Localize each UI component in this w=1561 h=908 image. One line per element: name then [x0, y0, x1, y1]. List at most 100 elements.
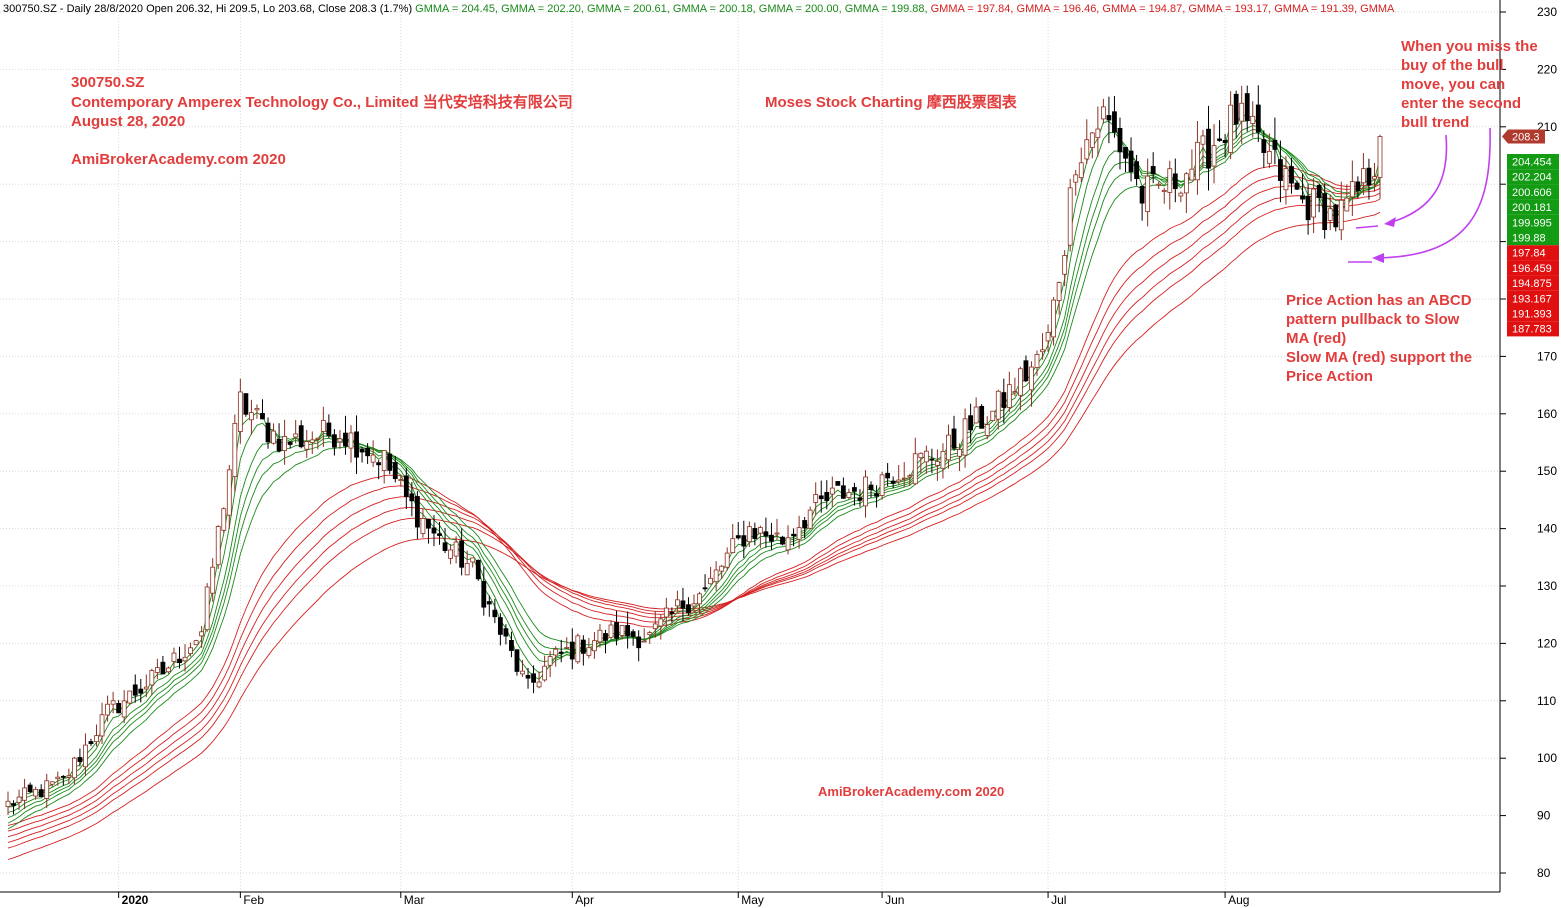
candle [442, 528, 448, 554]
note-bottom-line: Price Action has an ABCD [1286, 292, 1472, 309]
candle [121, 690, 127, 724]
candle [77, 748, 83, 767]
candle [105, 695, 110, 722]
note-bottom-line: MA (red) [1286, 330, 1346, 347]
candle [1123, 147, 1128, 173]
candle [1161, 187, 1167, 204]
candle [608, 620, 614, 639]
ma-value-label: 204.454 [1512, 157, 1552, 169]
candle [680, 587, 686, 622]
y-tick-label: 100 [1537, 751, 1557, 765]
candle [304, 430, 310, 458]
candle [1045, 324, 1051, 352]
y-tick-label: 140 [1537, 522, 1557, 536]
candle [1100, 98, 1106, 124]
candle [1134, 154, 1139, 186]
candle [553, 646, 559, 667]
header-gmma-3: GMMA = 200.18, [673, 3, 759, 15]
candle [398, 476, 404, 487]
y-tick-label: 150 [1537, 464, 1557, 478]
candle [807, 506, 813, 529]
candle [5, 791, 11, 815]
candle [343, 415, 348, 455]
candle [127, 690, 133, 705]
candle [1183, 172, 1189, 214]
candle [1372, 163, 1377, 192]
candle [1117, 117, 1123, 170]
candle [60, 775, 66, 786]
candle [1322, 183, 1328, 239]
candle [780, 535, 785, 546]
candle [309, 431, 315, 454]
candle [647, 630, 653, 644]
candle [1006, 371, 1012, 413]
candle [160, 655, 166, 675]
last-price-label: 208.3 [1512, 132, 1540, 144]
axes [0, 0, 1501, 893]
candle [542, 655, 548, 682]
candle [652, 611, 658, 638]
candle [536, 671, 542, 689]
candle [1361, 153, 1366, 195]
candle [409, 482, 415, 517]
candle [691, 594, 697, 613]
candle [1239, 85, 1245, 144]
candle [1139, 185, 1145, 221]
candle [824, 480, 830, 510]
candle [154, 658, 160, 680]
candle [918, 452, 924, 474]
candle [1128, 137, 1134, 182]
candle [907, 473, 913, 486]
candle [614, 610, 619, 646]
candle [1211, 124, 1217, 184]
candle [901, 462, 907, 488]
candle [802, 516, 808, 539]
candle [1206, 105, 1211, 191]
candle [260, 399, 265, 420]
candle [962, 408, 968, 468]
candle [1029, 361, 1034, 407]
candle [1316, 183, 1322, 213]
note-second-bull-trend: When you miss the buy of the bull move, yo… [1401, 38, 1538, 131]
x-tick-label: 2020 [122, 893, 149, 907]
candle [1278, 140, 1283, 203]
y-tick-label: 160 [1537, 407, 1557, 421]
candle [1167, 160, 1173, 210]
ma-value-badge: 199.995 [1507, 214, 1559, 230]
candle [813, 482, 819, 516]
candle [171, 647, 177, 668]
price-badges: 208.3 204.454 202.204 200.606 200.181 199.995… [1502, 129, 1559, 337]
candle [44, 773, 50, 809]
x-tick-label: Feb [243, 893, 264, 907]
candle [1355, 176, 1361, 199]
candle [603, 629, 608, 654]
header-gmma-0: GMMA = 204.45, [415, 3, 501, 15]
note-top-line: buy of the bull [1401, 57, 1504, 74]
candle [675, 590, 680, 612]
ma-value-badge: 200.181 [1507, 199, 1559, 215]
ma-value-label: 187.783 [1512, 324, 1552, 336]
ma-value-badge: 204.454 [1507, 154, 1559, 170]
candle [995, 389, 1001, 430]
candle [525, 667, 531, 689]
candle [215, 525, 221, 569]
candle [177, 646, 182, 669]
candle [497, 613, 503, 646]
candle [658, 614, 664, 640]
candle [326, 414, 332, 439]
ma-value-badge: 197.84 [1507, 245, 1559, 261]
candle [276, 423, 282, 453]
candle [249, 399, 254, 435]
candle [769, 522, 774, 550]
header-gmma-2: GMMA = 200.61, [587, 3, 673, 15]
candle [1156, 181, 1162, 190]
ma-value-label: 196.459 [1512, 263, 1552, 275]
candle [785, 525, 791, 555]
candle [470, 557, 476, 568]
candle [1023, 355, 1029, 383]
y-tick-label: 130 [1537, 579, 1557, 593]
candle [514, 649, 520, 676]
candle [1349, 160, 1355, 217]
candle [558, 639, 564, 663]
long-gmma-line [7, 165, 1381, 826]
